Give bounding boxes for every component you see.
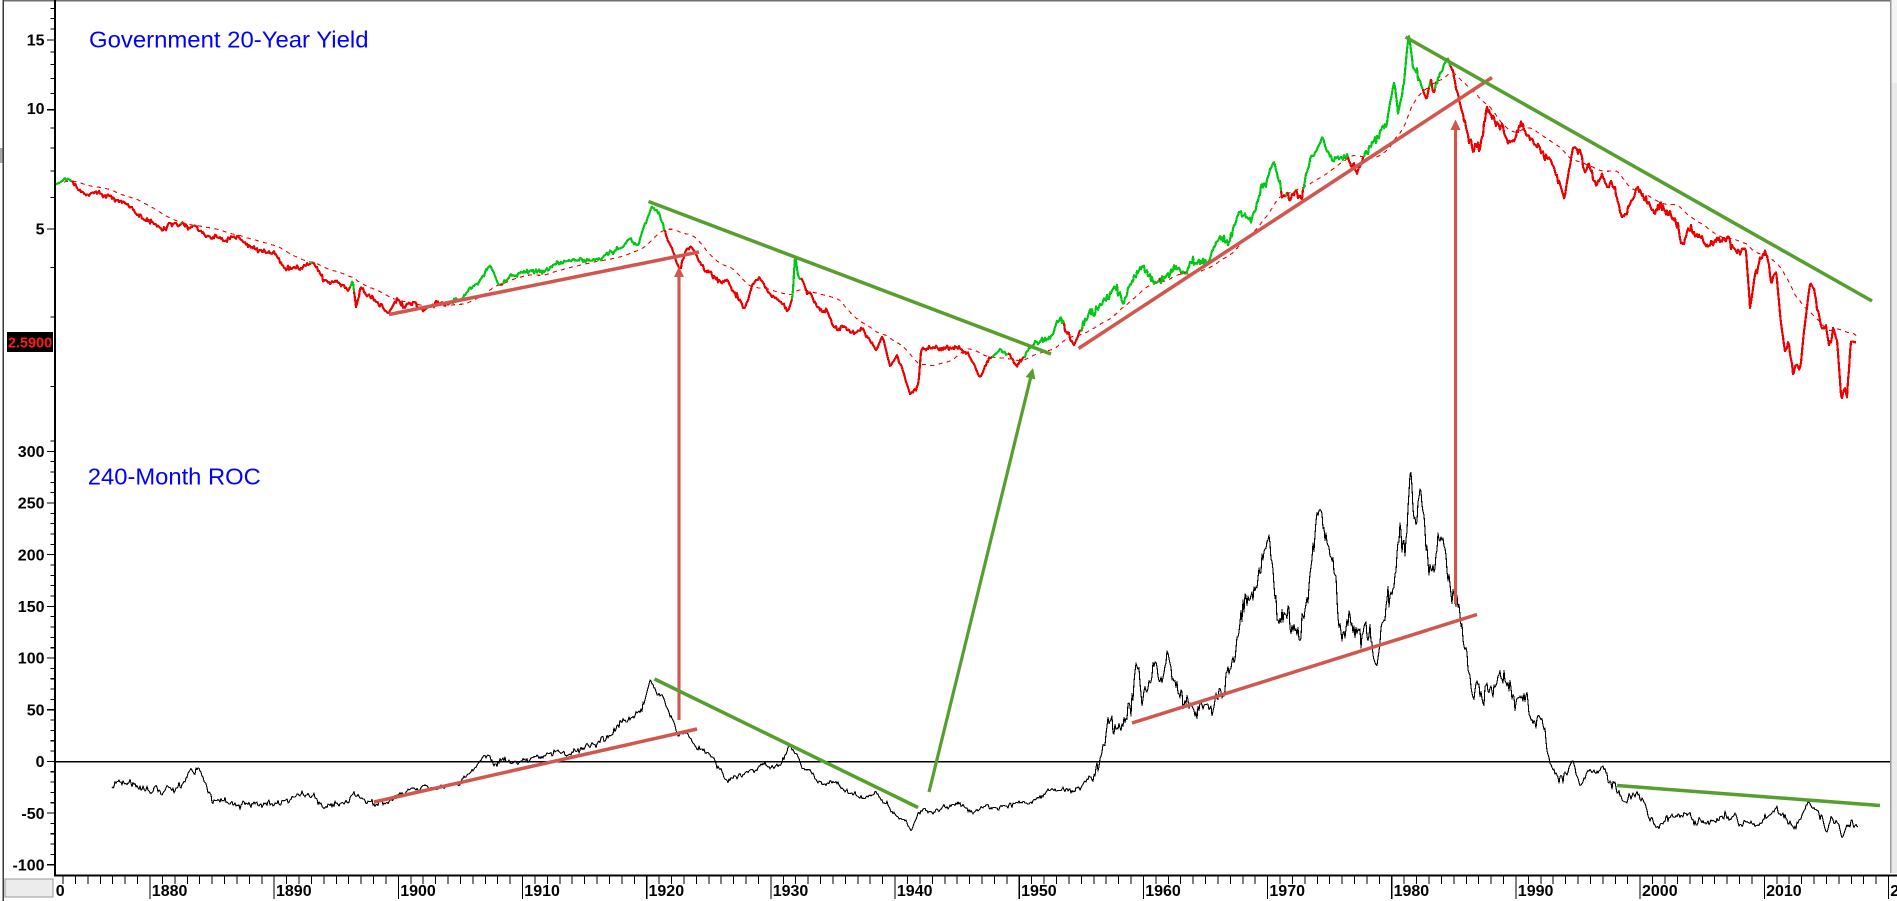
svg-text:100: 100 [18, 651, 45, 668]
svg-text:300: 300 [18, 444, 45, 461]
svg-text:10: 10 [27, 101, 45, 118]
svg-text:15: 15 [27, 33, 45, 50]
svg-text:0: 0 [56, 883, 65, 900]
svg-text:200: 200 [18, 547, 45, 564]
svg-text:2020: 2020 [1890, 883, 1897, 900]
svg-text:Government 20-Year Yield: Government 20-Year Yield [89, 27, 369, 53]
svg-text:250: 250 [18, 496, 45, 513]
svg-text:-100: -100 [12, 858, 44, 875]
svg-text:1910: 1910 [524, 883, 560, 900]
svg-text:150: 150 [18, 599, 45, 616]
svg-text:1960: 1960 [1145, 883, 1181, 900]
svg-text:240-Month ROC: 240-Month ROC [88, 464, 261, 490]
svg-text:1970: 1970 [1269, 883, 1305, 900]
svg-text:1900: 1900 [400, 883, 436, 900]
svg-text:1880: 1880 [152, 883, 188, 900]
svg-text:1940: 1940 [897, 883, 933, 900]
svg-text:0: 0 [36, 754, 45, 771]
svg-text:50: 50 [27, 702, 45, 719]
svg-text:1990: 1990 [1518, 883, 1554, 900]
svg-text:1890: 1890 [276, 883, 312, 900]
svg-text:1980: 1980 [1394, 883, 1430, 900]
svg-text:2000: 2000 [1642, 883, 1678, 900]
svg-text:1950: 1950 [1021, 883, 1057, 900]
svg-text:2.5900: 2.5900 [8, 335, 52, 351]
svg-text:1930: 1930 [773, 883, 809, 900]
svg-text:1920: 1920 [649, 883, 685, 900]
svg-text:2010: 2010 [1766, 883, 1802, 900]
svg-text:5: 5 [36, 222, 45, 239]
svg-text:-50: -50 [21, 806, 44, 823]
